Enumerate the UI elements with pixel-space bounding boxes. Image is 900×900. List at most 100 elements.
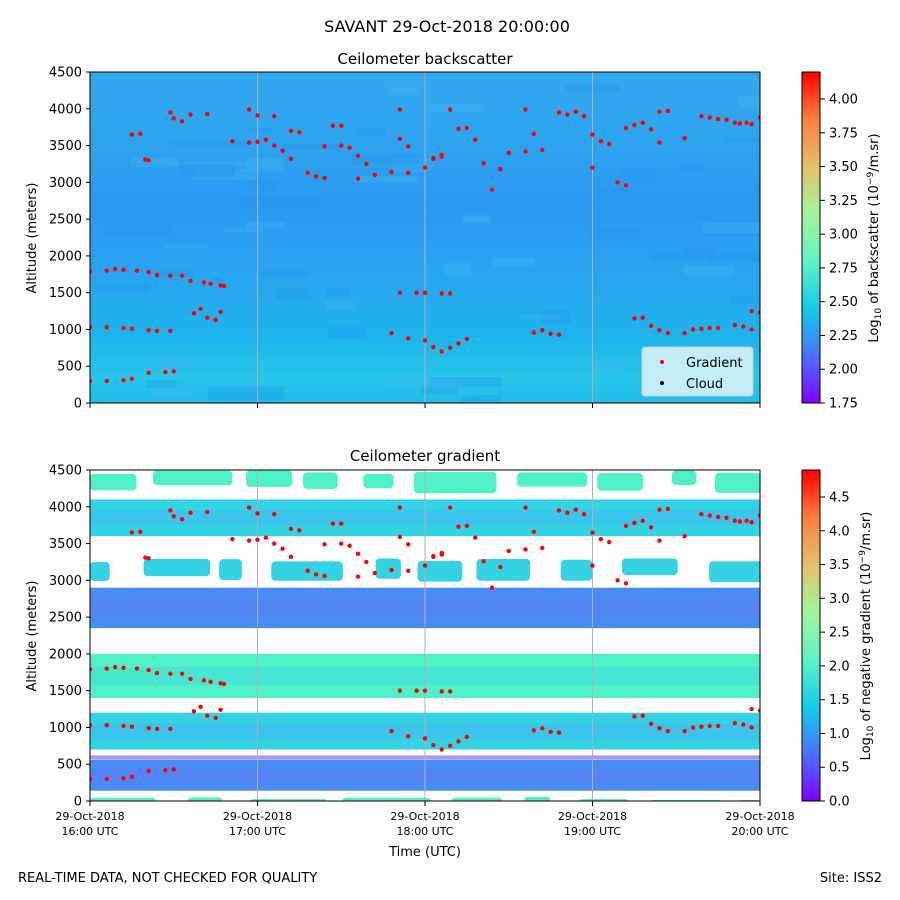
gradient-point [757, 115, 760, 120]
backscatter-texture-patch [173, 140, 248, 148]
gradient-point [90, 378, 93, 384]
gradient-point [707, 115, 712, 120]
colorbar-tick-label: 2.75 [829, 261, 858, 276]
gradient-point [168, 671, 173, 676]
gradient-point [523, 107, 528, 112]
gradient-point [129, 530, 135, 535]
backscatter-title: Ceilometer backscatter [337, 50, 513, 68]
gradient-point [422, 688, 428, 693]
gradient-point [389, 728, 394, 734]
gradient-band-patch [714, 472, 760, 493]
gradient-point [129, 724, 135, 729]
gradient-point [581, 511, 587, 517]
gradient-point [598, 536, 604, 542]
gradient-point [230, 138, 235, 144]
gradient-point [208, 679, 213, 685]
gradient-point [406, 336, 411, 341]
x-tick-label-date: 29-Oct-2018 [558, 810, 627, 823]
gradient-point [422, 338, 428, 343]
gradient-band-patch [250, 799, 328, 801]
gradient-point [179, 119, 185, 124]
gradient-point [372, 570, 377, 576]
gradient-point [146, 667, 151, 673]
gradient-point [218, 707, 223, 712]
gradient-point [447, 107, 453, 112]
gradient-point [481, 559, 486, 564]
backscatter-texture-patch [353, 175, 418, 183]
backscatter-texture-patch [540, 310, 571, 324]
backscatter-texture-patch [354, 128, 386, 136]
gradient-point [322, 144, 327, 149]
gradient-point [364, 161, 369, 167]
backscatter-texture-patch [753, 251, 760, 262]
gradient-band-patch [524, 796, 551, 801]
y-tick-label: 3000 [49, 176, 82, 191]
gradient-point [104, 268, 109, 273]
gradient-point [640, 518, 645, 523]
gradient-band-patch [363, 473, 394, 489]
x-tick-label-time: 16:00 UTC [61, 825, 118, 838]
gradient-point [272, 541, 277, 546]
colorbar-tick-label: 2.5 [829, 626, 850, 641]
gradient-point [201, 280, 207, 285]
backscatter-texture-patch [384, 378, 464, 388]
gradient-point [339, 123, 344, 128]
x-tick-label-date: 29-Oct-2018 [223, 810, 292, 823]
gradient-point [322, 175, 327, 181]
gradient-point [682, 136, 687, 141]
gradient-point [744, 518, 749, 523]
gradient-point [288, 526, 294, 532]
gradient-point [339, 541, 344, 546]
backscatter-texture-patch [224, 228, 263, 233]
gradient-point [171, 116, 176, 121]
gradient-point [431, 742, 436, 748]
gradient-point [456, 739, 461, 744]
colorbar-tick-label: 3.0 [829, 592, 850, 607]
gradient-point [715, 325, 721, 331]
backscatter-panel: Ceilometer backscatter 0 500 1000 1500 2000 2… [25, 50, 761, 412]
footer-disclaimer: REAL-TIME DATA, NOT CHECKED FOR QUALITY [18, 871, 317, 886]
backscatter-texture-patch [387, 86, 419, 95]
gradient-band-patch [152, 470, 233, 486]
gradient-point [523, 505, 528, 510]
backscatter-texture-patch [651, 253, 699, 261]
gradient-point [112, 664, 118, 670]
gradient-point [146, 725, 151, 731]
gradient-point [168, 726, 173, 732]
gradient-y-ticks: 0 500 1000 1500 2000 2500 3000 3500 4000 4500 [49, 464, 90, 810]
gradient-point [431, 344, 436, 350]
gradient-point [456, 524, 461, 529]
gradient-point [439, 349, 444, 354]
gradient-point [623, 183, 629, 188]
gradient-point [422, 290, 428, 295]
gradient-point [163, 369, 168, 375]
backscatter-texture-patch [702, 222, 760, 233]
backscatter-texture-patch [326, 296, 356, 310]
gradient-point [556, 110, 562, 115]
footer-site: Site: ISS2 [820, 871, 882, 886]
gradient-point [690, 327, 696, 332]
gradient-band-patch [303, 472, 338, 489]
backscatter-texture-patch [325, 287, 351, 301]
colorbar-tick-label: 2.50 [829, 295, 858, 310]
colorbar-tick-label: 0.5 [829, 761, 850, 776]
gradient-point [456, 341, 461, 346]
gradient-point [143, 555, 148, 560]
gradient-point [640, 713, 645, 718]
gradient-point [439, 550, 444, 556]
gradient-point [548, 331, 553, 337]
gradient-point [406, 170, 411, 175]
gradient-point [464, 523, 470, 529]
gradient-point [104, 378, 109, 384]
y-tick-label: 500 [57, 758, 82, 773]
gradient-point [134, 666, 140, 671]
backscatter-texture-patch [723, 137, 760, 143]
gradient-band-patch [451, 797, 502, 801]
gradient-point [246, 538, 252, 543]
legend: Gradient Cloud [641, 346, 754, 397]
gradient-point [218, 283, 223, 288]
gradient-point [305, 170, 310, 175]
gradient-point [272, 113, 277, 119]
gradient-band-patch [560, 559, 593, 581]
backscatter-texture-patch [738, 96, 760, 108]
